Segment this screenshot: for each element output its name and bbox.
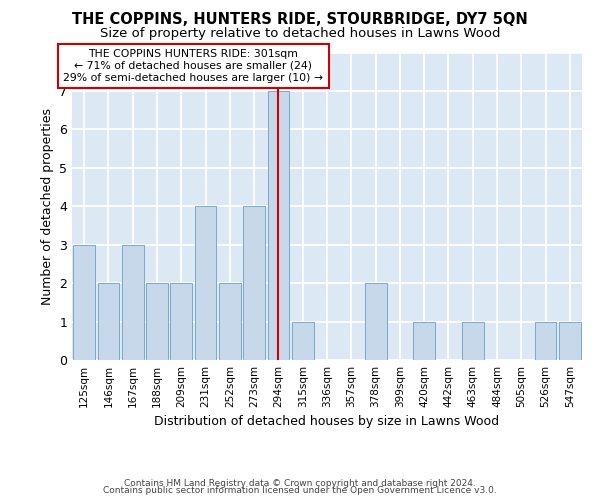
Bar	[462, 322, 484, 360]
Text: Contains HM Land Registry data © Crown copyright and database right 2024.: Contains HM Land Registry data © Crown c…	[124, 478, 476, 488]
Bar	[243, 206, 265, 360]
Bar	[365, 283, 386, 360]
Y-axis label: Number of detached properties: Number of detached properties	[41, 108, 53, 304]
Bar	[413, 322, 435, 360]
Bar	[219, 283, 241, 360]
Text: Size of property relative to detached houses in Lawns Wood: Size of property relative to detached ho…	[100, 28, 500, 40]
Text: THE COPPINS, HUNTERS RIDE, STOURBRIDGE, DY7 5QN: THE COPPINS, HUNTERS RIDE, STOURBRIDGE, …	[72, 12, 528, 28]
Bar	[146, 283, 168, 360]
Bar	[73, 244, 95, 360]
Text: THE COPPINS HUNTERS RIDE: 301sqm
← 71% of detached houses are smaller (24)
29% o: THE COPPINS HUNTERS RIDE: 301sqm ← 71% o…	[64, 50, 323, 82]
Bar	[122, 244, 143, 360]
Bar	[559, 322, 581, 360]
X-axis label: Distribution of detached houses by size in Lawns Wood: Distribution of detached houses by size …	[154, 416, 500, 428]
Bar	[268, 91, 289, 360]
Bar	[170, 283, 192, 360]
Bar	[535, 322, 556, 360]
Bar	[97, 283, 119, 360]
Bar	[292, 322, 314, 360]
Bar	[194, 206, 217, 360]
Text: Contains public sector information licensed under the Open Government Licence v3: Contains public sector information licen…	[103, 486, 497, 495]
